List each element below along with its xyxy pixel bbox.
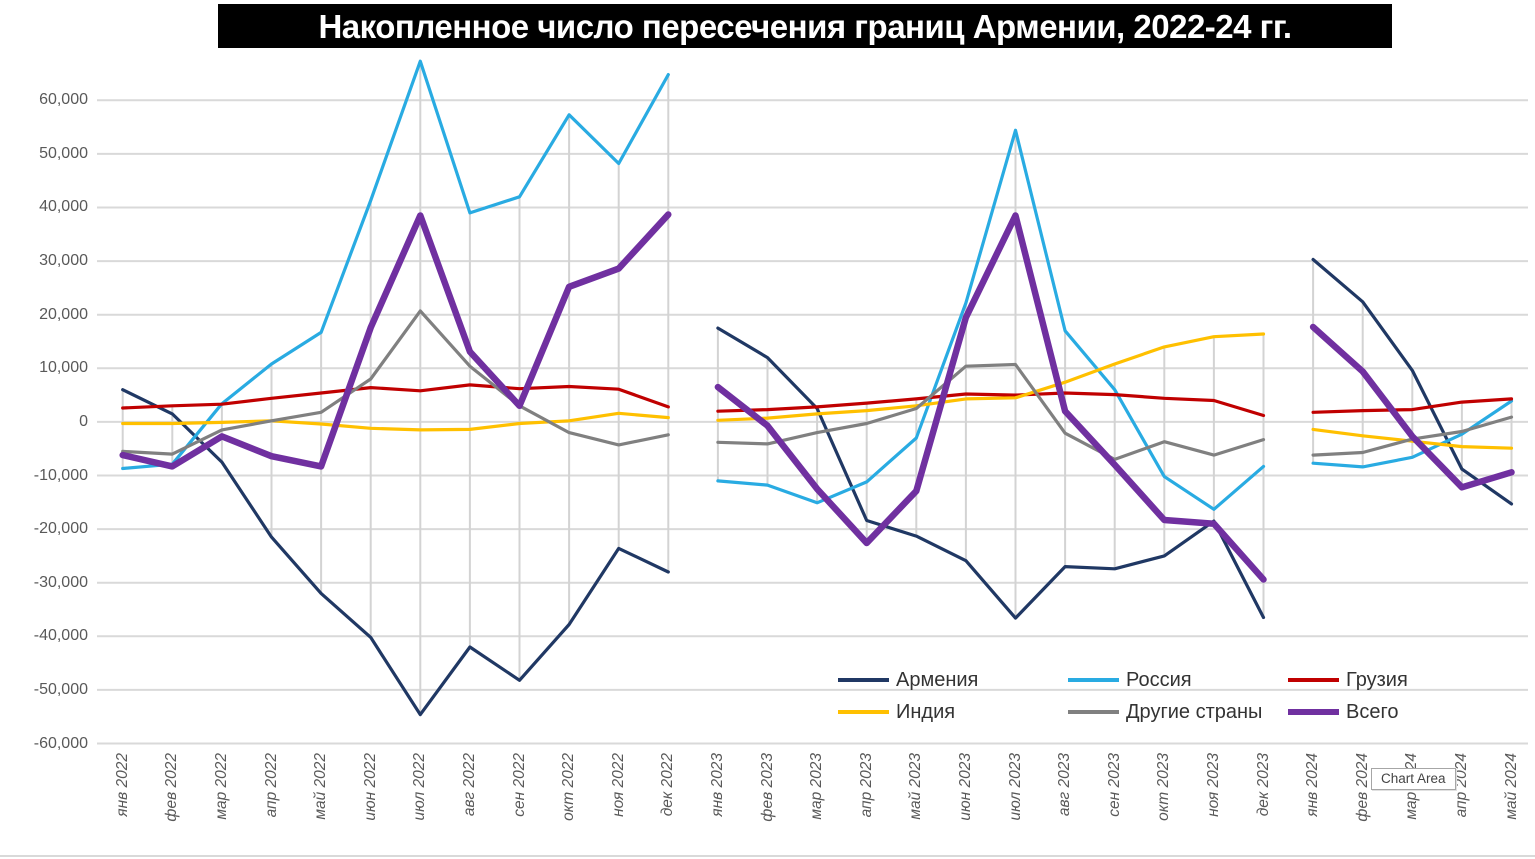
series-line-india [716, 332, 1266, 422]
series-line-other-countries [121, 309, 670, 456]
chart-bottom-border [0, 855, 1535, 857]
y-axis-label: -60,000 [33, 735, 88, 752]
x-axis-label: апр 2023 [858, 753, 875, 818]
legend-line-russia-icon [1068, 678, 1119, 682]
series-line-georgia [121, 383, 670, 410]
x-axis-label: янв 2022 [114, 753, 131, 817]
series-line-other-countries [716, 362, 1266, 461]
y-axis-label: 40,000 [39, 198, 88, 215]
legend-item-armenia: Армения [838, 668, 978, 692]
legend-label-india: Индия [896, 700, 956, 723]
legend-line-india-icon [838, 710, 889, 714]
x-axis-label: мар 2023 [808, 753, 825, 820]
legend-item-russia: Россия [1068, 668, 1192, 692]
x-axis-label: фев 2022 [163, 753, 180, 822]
x-axis-label: авг 2022 [461, 753, 478, 817]
series-line-total [1309, 323, 1515, 491]
y-axis-label: 20,000 [39, 306, 88, 323]
x-axis-label: июн 2022 [362, 753, 379, 821]
x-axis-label: июл 2023 [1007, 753, 1024, 821]
y-axis-label: 60,000 [39, 91, 88, 108]
x-axis-label: сен 2023 [1106, 753, 1123, 817]
series-line-total [119, 211, 672, 470]
x-axis-label: мар 2022 [213, 753, 230, 820]
y-axis-label: -20,000 [33, 520, 88, 537]
x-axis-label: июн 2023 [957, 753, 974, 821]
x-axis-label: дек 2023 [1255, 753, 1272, 817]
x-axis-label: май 2024 [1503, 753, 1520, 820]
y-axis-label: 50,000 [39, 145, 88, 162]
series-line-georgia [716, 391, 1266, 418]
series-line-russia [1311, 399, 1514, 469]
legend-item-india: Индия [838, 700, 955, 724]
x-axis-label: окт 2023 [1155, 753, 1172, 821]
legend-label-armenia: Армения [896, 668, 979, 691]
x-axis-label: ноя 2023 [1205, 753, 1222, 817]
x-axis-label: окт 2022 [560, 753, 577, 821]
legend-line-georgia-icon [1288, 678, 1339, 682]
x-axis-label: май 2022 [312, 753, 329, 820]
chart-title: Накопленное число пересечения границ Арм… [218, 4, 1392, 48]
x-axis-label: май 2023 [907, 753, 924, 820]
legend-label-total: Всего [1346, 700, 1399, 723]
y-axis-label: 10,000 [39, 359, 88, 376]
x-axis-label: авг 2023 [1056, 753, 1073, 817]
y-axis-label: -50,000 [33, 681, 88, 698]
x-axis-label: июл 2022 [411, 753, 428, 821]
series-line-total [714, 212, 1267, 583]
y-axis-label: 30,000 [39, 252, 88, 269]
y-axis-label: 0 [79, 413, 88, 430]
x-axis-label: апр 2022 [263, 753, 280, 818]
series-line-russia [121, 59, 670, 471]
x-axis-label: ноя 2022 [610, 753, 627, 817]
x-axis-label: дек 2022 [659, 753, 676, 817]
legend-label-georgia: Грузия [1346, 668, 1408, 691]
legend-label-russia: Россия [1126, 668, 1192, 691]
series-line-armenia [716, 326, 1266, 620]
legend-line-total-icon [1288, 708, 1339, 716]
legend-line-armenia-icon [838, 678, 889, 682]
y-axis-label: -30,000 [33, 574, 88, 591]
legend-item-other-countries: Другие страны [1068, 700, 1262, 724]
legend-item-total: Всего [1288, 700, 1398, 724]
x-axis-label: апр 2024 [1453, 753, 1470, 818]
series-line-russia [716, 128, 1266, 511]
legend-label-other-countries: Другие страны [1126, 700, 1263, 723]
x-axis-label: янв 2024 [1304, 753, 1321, 817]
x-axis-label: фев 2023 [759, 753, 776, 822]
series-line-india [121, 411, 670, 432]
series-line-armenia [121, 388, 670, 717]
legend-line-other-countries-icon [1068, 710, 1119, 714]
series-line-georgia [1311, 397, 1514, 414]
y-axis-label: -40,000 [33, 627, 88, 644]
x-axis-label: янв 2023 [709, 753, 726, 817]
x-axis-label: фев 2024 [1354, 753, 1371, 822]
legend-item-georgia: Грузия [1288, 668, 1408, 692]
series-line-india [1311, 427, 1514, 450]
y-axis-label: -10,000 [33, 467, 88, 484]
chart-area-tooltip: Chart Area [1371, 768, 1456, 790]
x-axis-label: сен 2022 [511, 753, 528, 817]
